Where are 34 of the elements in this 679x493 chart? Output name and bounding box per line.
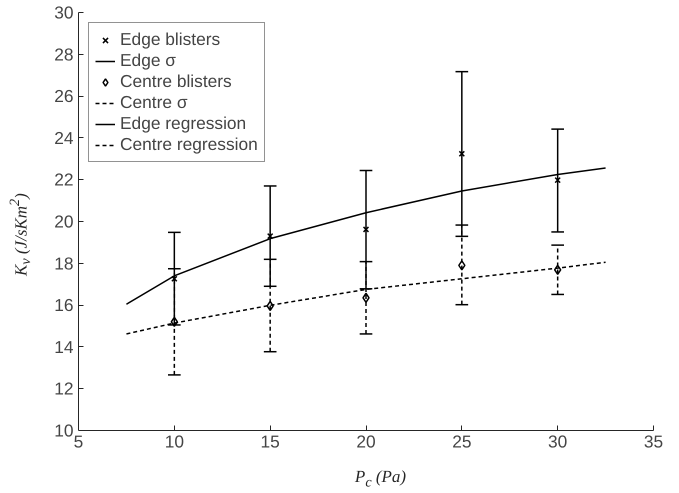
legend-label: Edge blisters bbox=[120, 29, 220, 50]
x-tick-label: 30 bbox=[548, 432, 568, 452]
y-tick-label: 12 bbox=[54, 378, 74, 399]
point bbox=[362, 226, 370, 233]
y-tick-label: 30 bbox=[54, 2, 74, 22]
x-axis-title: P$_{c}$ (Pa) bbox=[354, 466, 406, 492]
y-tick-label: 24 bbox=[54, 128, 74, 148]
point bbox=[554, 176, 561, 184]
legend-label: Edge σ bbox=[120, 50, 176, 71]
y-tick-label: 22 bbox=[54, 170, 74, 190]
x-tick-label: 20 bbox=[356, 432, 376, 452]
legend-label: Edge regression bbox=[120, 113, 246, 134]
point bbox=[458, 150, 466, 158]
point bbox=[170, 316, 178, 328]
x-tick-label: 10 bbox=[164, 432, 184, 452]
point bbox=[266, 300, 274, 312]
y-tick-label: 20 bbox=[54, 212, 74, 232]
point bbox=[171, 276, 178, 282]
point bbox=[458, 260, 466, 271]
legend-label: Centre blisters bbox=[120, 71, 232, 92]
point bbox=[362, 292, 370, 304]
y-tick-label: 16 bbox=[54, 295, 74, 316]
y-tick-label: 14 bbox=[54, 336, 74, 357]
x-tick-label: 15 bbox=[260, 432, 280, 452]
y-tick-label: 26 bbox=[54, 86, 74, 106]
point bbox=[554, 264, 562, 276]
x-tick-label: 25 bbox=[452, 432, 472, 452]
x-tick-label: 5 bbox=[74, 432, 84, 452]
legend-label: Centre regression bbox=[120, 134, 258, 155]
x-tick-label: 35 bbox=[644, 432, 664, 452]
y-tick-label: 28 bbox=[54, 44, 74, 64]
legend-label: Centre σ bbox=[120, 92, 188, 113]
y-tick-label: 18 bbox=[54, 253, 74, 274]
point bbox=[266, 232, 274, 240]
